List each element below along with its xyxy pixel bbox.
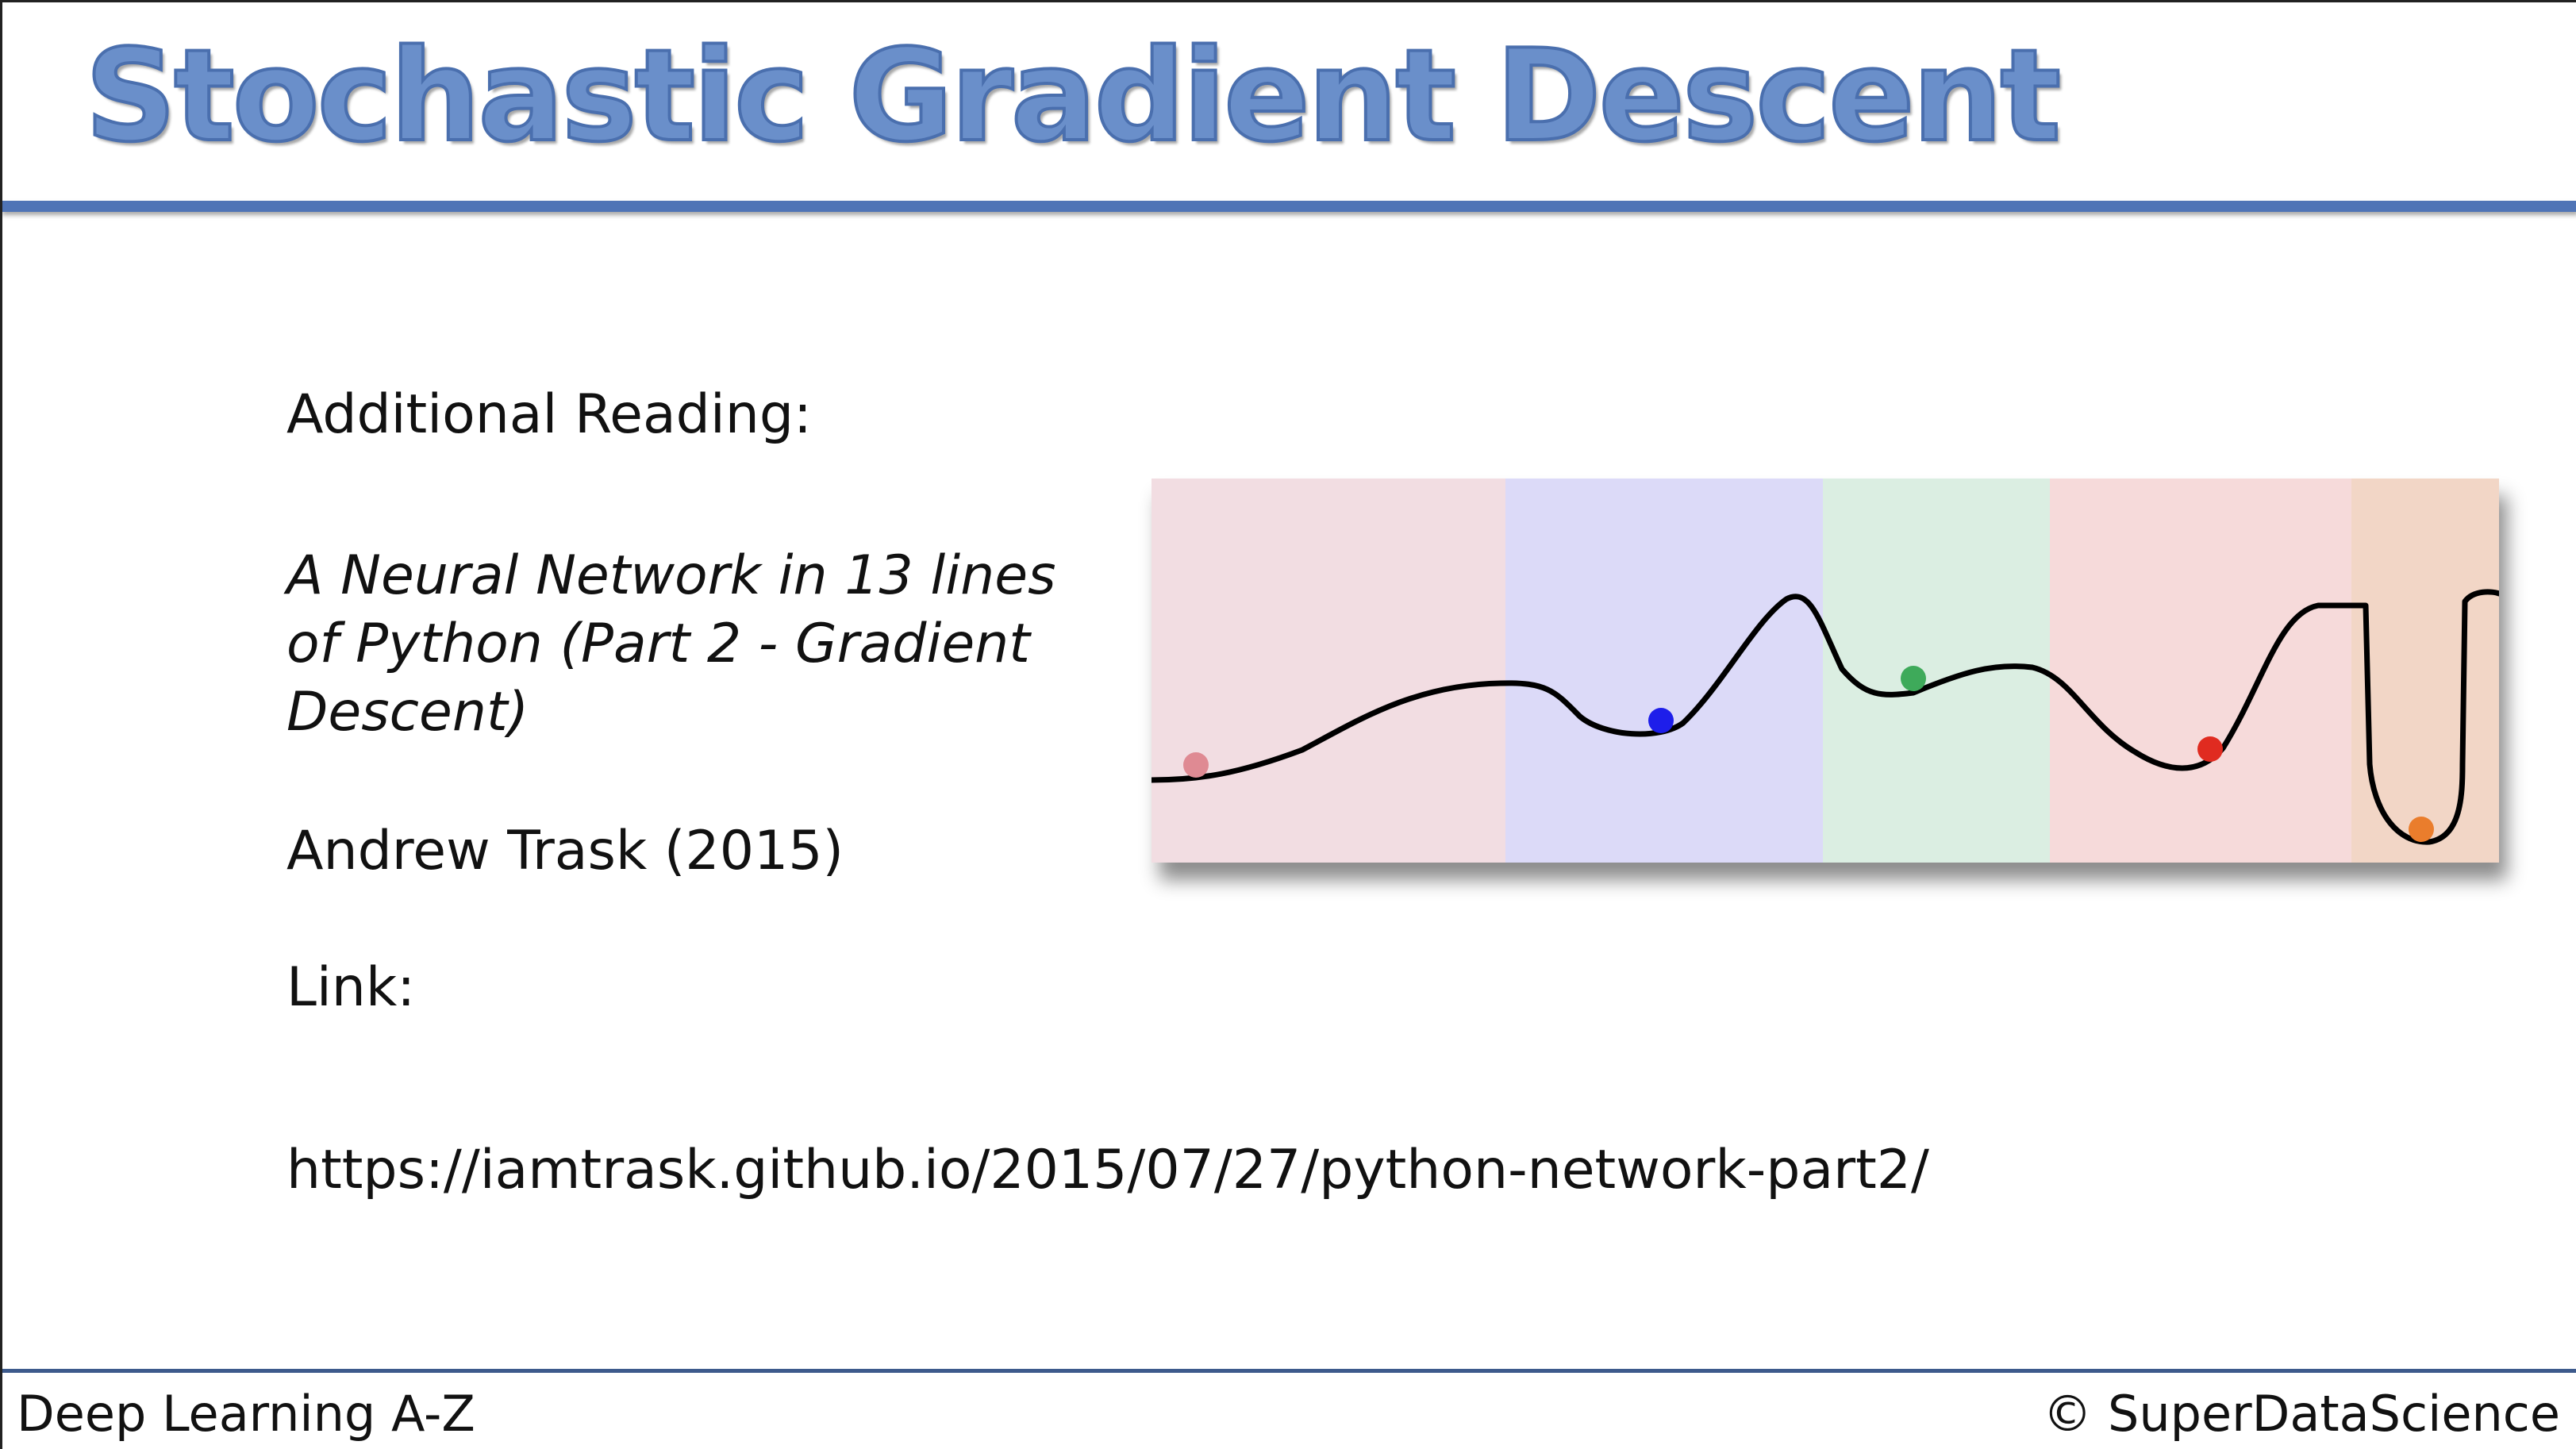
landscape-ball (1183, 752, 1209, 778)
landscape-band (1505, 479, 1823, 863)
additional-reading-heading: Additional Reading: (286, 383, 812, 446)
gradient-landscape-figure (1152, 479, 2499, 863)
landscape-band (2050, 479, 2351, 863)
slide-title: Stochastic Gradient Descent (83, 20, 2063, 171)
loss-curve (1152, 589, 2499, 845)
footer-course-name: Deep Learning A-Z (17, 1385, 475, 1443)
landscape-band (2351, 479, 2499, 863)
article-link[interactable]: https://iamtrask.github.io/2015/07/27/py… (286, 1139, 1929, 1201)
footer-copyright: © SuperDataScience (2043, 1385, 2560, 1443)
landscape-band (1152, 479, 1505, 863)
landscape-ball (1648, 708, 1674, 733)
footer-divider (2, 1369, 2576, 1373)
article-author: Andrew Trask (2015) (286, 820, 844, 882)
landscape-ball (2409, 817, 2434, 842)
title-divider (2, 201, 2576, 212)
article-title: A Neural Network in 13 lines of Python (… (286, 544, 1056, 744)
landscape-svg (1152, 479, 2499, 863)
landscape-band (1823, 479, 2050, 863)
landscape-ball (1901, 666, 1926, 691)
link-label: Link: (286, 956, 416, 1019)
landscape-ball (2197, 736, 2223, 762)
